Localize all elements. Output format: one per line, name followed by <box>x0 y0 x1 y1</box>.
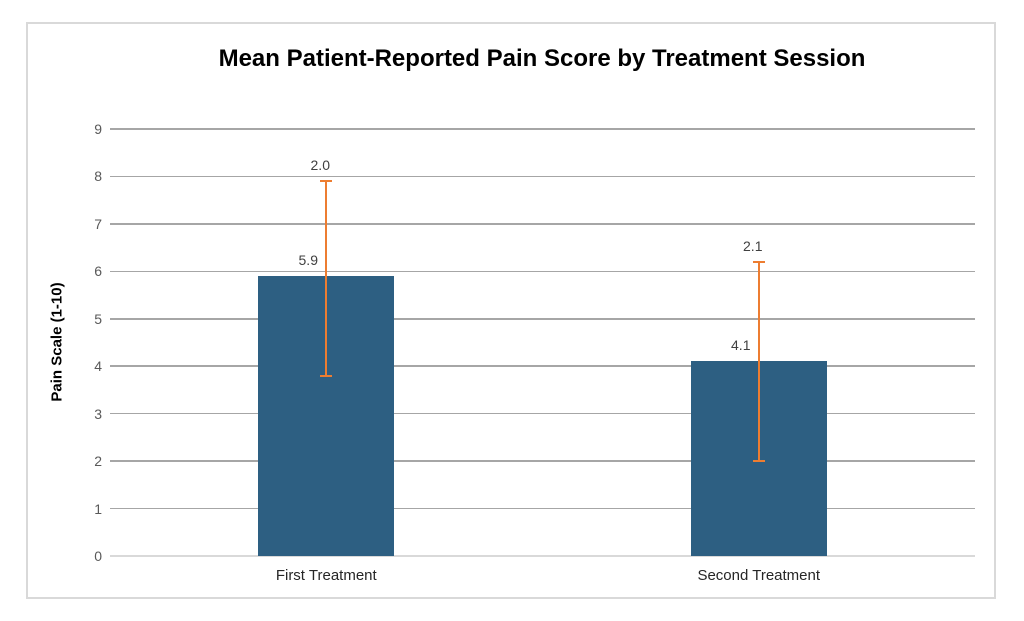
gridline <box>110 412 975 415</box>
category-label: First Treatment <box>275 567 377 584</box>
error-value-label: 2.1 <box>743 237 763 254</box>
error-bar-cap-top <box>320 180 333 183</box>
y-tick-label: 4 <box>94 358 102 375</box>
error-bar-line <box>757 261 760 462</box>
gridline <box>110 507 975 510</box>
gridline <box>110 270 975 273</box>
bar-value-label: 4.1 <box>731 337 751 354</box>
y-tick-label: 3 <box>94 405 102 422</box>
gridline <box>110 223 975 225</box>
chart-title: Mean Patient-Reported Pain Score by Trea… <box>218 45 866 72</box>
y-tick-label: 5 <box>94 310 102 327</box>
bar-value-label: 5.9 <box>298 252 318 269</box>
error-bar-cap-bottom <box>320 374 333 377</box>
error-bar-cap-top <box>752 260 765 263</box>
x-axis-baseline <box>110 555 975 557</box>
category-label: Second Treatment <box>697 567 821 584</box>
gridline <box>110 175 975 178</box>
gridline <box>110 318 975 320</box>
chart-card: Mean Patient-Reported Pain Score by Trea… <box>26 22 996 599</box>
y-tick-label: 7 <box>94 215 102 232</box>
gridline <box>110 460 975 462</box>
gridline <box>110 128 975 130</box>
y-tick-label: 0 <box>94 548 102 564</box>
y-tick-label: 6 <box>94 263 102 280</box>
error-bar-line <box>325 181 328 376</box>
y-tick-label: 2 <box>94 453 102 470</box>
y-tick-label: 9 <box>94 121 102 137</box>
y-axis-title: Pain Scale (1-10) <box>48 282 66 402</box>
error-bar-cap-bottom <box>752 460 765 463</box>
y-tick-label: 8 <box>94 168 102 185</box>
y-tick-label: 1 <box>94 500 102 517</box>
error-value-label: 2.0 <box>310 157 330 174</box>
gridline <box>110 365 975 367</box>
